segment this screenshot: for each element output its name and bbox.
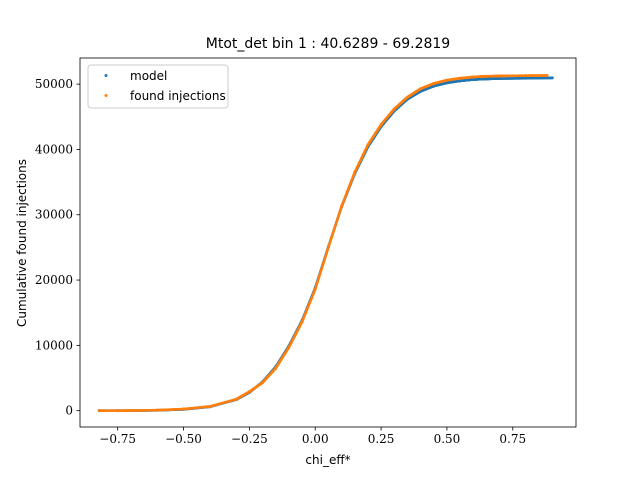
legend-entry-model: model — [104, 69, 167, 83]
y-tick-label: 0 — [65, 404, 73, 418]
x-tick-label: −0.75 — [99, 432, 136, 446]
data-point — [379, 123, 383, 127]
series-model — [97, 76, 554, 413]
legend: model found injections — [87, 64, 229, 109]
data-point — [313, 287, 317, 291]
x-tick-label: −0.25 — [231, 432, 268, 446]
x-tick-label: 0.50 — [434, 432, 461, 446]
y-tick-label: 40000 — [35, 142, 73, 156]
legend-marker-model — [104, 74, 108, 77]
data-point — [432, 84, 436, 88]
y-axis: 0 10000 20000 30000 40000 50000 — [35, 77, 80, 418]
data-point — [155, 408, 159, 412]
data-point — [287, 345, 291, 349]
data-point — [524, 74, 528, 78]
data-point — [182, 407, 186, 411]
data-point — [550, 76, 554, 80]
plot-frame — [79, 57, 577, 428]
data-point — [366, 143, 370, 147]
data-point — [129, 409, 133, 413]
data-point — [392, 107, 396, 111]
chart-title: Mtot_det bin 1 : 40.6289 - 69.2819 — [206, 36, 450, 52]
data-point — [445, 78, 449, 82]
legend-label-found-injections: found injections — [130, 89, 226, 103]
data-point — [234, 397, 238, 401]
data-point — [484, 74, 488, 78]
x-axis-label: chi_eff* — [305, 453, 350, 467]
data-point — [471, 78, 475, 82]
data-point — [300, 320, 304, 324]
y-axis-label: Cumulative found injections — [15, 159, 29, 327]
legend-entry-found-injections: found injections — [104, 89, 226, 103]
data-point — [419, 87, 423, 91]
data-point — [458, 79, 462, 83]
series-found-injections — [97, 74, 549, 413]
x-tick-label: 0.25 — [368, 432, 395, 446]
y-tick-label: 50000 — [35, 77, 73, 91]
x-tick-label: 0.75 — [499, 432, 526, 446]
data-point — [498, 74, 502, 78]
legend-box — [87, 64, 229, 109]
y-tick-label: 30000 — [35, 208, 73, 222]
y-tick-label: 20000 — [35, 273, 73, 287]
data-point — [524, 76, 528, 80]
data-point — [498, 77, 502, 81]
x-tick-label: 0.00 — [302, 432, 329, 446]
x-tick-label: −0.50 — [165, 432, 202, 446]
data-point — [471, 75, 475, 79]
plot-area — [79, 57, 577, 428]
data-point — [484, 77, 488, 81]
data-point — [458, 76, 462, 80]
data-point — [545, 74, 549, 77]
legend-label-model: model — [130, 69, 167, 83]
data-point — [326, 245, 330, 249]
data-point — [116, 409, 120, 413]
data-point — [247, 390, 251, 394]
data-point — [405, 95, 409, 99]
data-point — [208, 404, 212, 408]
series-layer — [97, 74, 554, 413]
data-point — [445, 81, 449, 85]
legend-marker-found-injections — [104, 94, 108, 97]
data-point — [97, 409, 101, 413]
y-tick-label: 10000 — [35, 338, 73, 352]
x-axis: −0.75 −0.50 −0.25 0.00 0.25 0.50 0.75 — [99, 427, 526, 446]
data-point — [274, 366, 278, 370]
data-point — [340, 204, 344, 208]
data-point — [261, 381, 265, 385]
data-point — [353, 170, 357, 174]
data-point — [432, 81, 436, 85]
